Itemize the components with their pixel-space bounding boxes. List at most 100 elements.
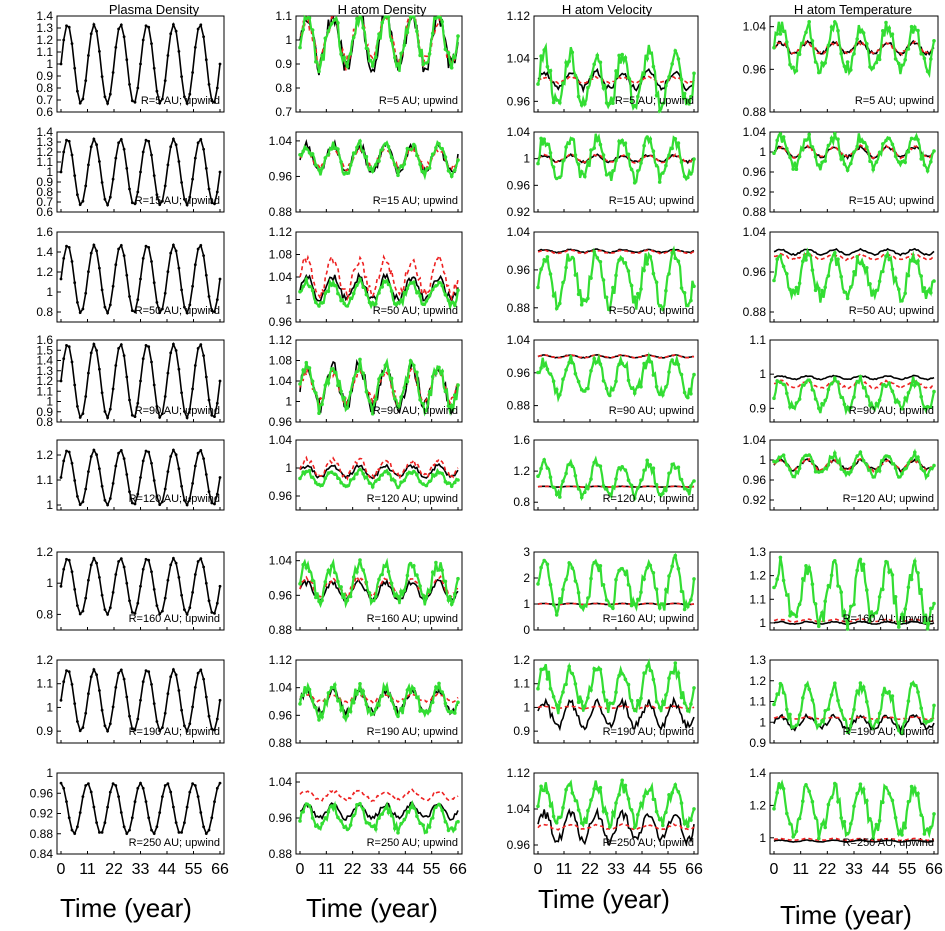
series-green-point xyxy=(421,482,426,486)
series-green-point xyxy=(370,301,375,305)
series-green-point xyxy=(592,460,596,465)
series-black-point xyxy=(193,686,197,689)
series-green-point xyxy=(817,70,821,75)
series-green-point xyxy=(820,160,824,165)
series-green-point xyxy=(573,273,578,277)
series-green-point xyxy=(298,582,302,586)
series-black-point xyxy=(158,101,162,105)
series-green-point xyxy=(307,151,312,155)
panel-r1-c3: 0.961.041.12R=5 AU; upwind xyxy=(507,9,699,114)
panel-label: R=5 AU; upwind xyxy=(379,95,458,107)
y-tick-label: 1 xyxy=(285,33,292,47)
series-green-point xyxy=(661,393,665,397)
series-green-point xyxy=(364,292,369,297)
series-green-point xyxy=(676,141,681,145)
series-black-point xyxy=(100,831,104,834)
series-green-point xyxy=(919,394,923,399)
series-black-point xyxy=(207,599,211,603)
series-black-point xyxy=(155,405,159,408)
series-black-point xyxy=(111,591,115,594)
y-tick-label: 0.96 xyxy=(507,94,531,108)
series-green-point xyxy=(919,813,923,817)
series-green-point xyxy=(781,264,786,269)
series-green-point xyxy=(807,789,811,794)
series-green-point xyxy=(424,709,429,713)
series-green-point xyxy=(427,589,432,594)
y-tick-label: 1.12 xyxy=(269,653,293,667)
series-green-point xyxy=(673,661,678,665)
series-green-point xyxy=(383,142,388,146)
series-green-point xyxy=(317,304,321,308)
series-black-point xyxy=(76,405,79,408)
series-green-point xyxy=(576,590,581,595)
series-green-point xyxy=(449,826,454,830)
series-green-point xyxy=(310,698,315,703)
series-green-point xyxy=(586,160,590,165)
series-black-point xyxy=(177,831,181,834)
series-green-point xyxy=(932,149,936,153)
y-tick-label: 0.96 xyxy=(507,178,531,192)
y-tick-label: 1.3 xyxy=(36,135,53,149)
series-green-point xyxy=(636,384,640,389)
series-green-point xyxy=(772,702,776,707)
series-green-point xyxy=(342,301,347,306)
series-green-point xyxy=(906,461,911,465)
series-black-point xyxy=(103,498,107,502)
series-black-point xyxy=(180,75,184,78)
series-green-point xyxy=(820,719,824,723)
series-green-point xyxy=(564,471,568,476)
series-green-point xyxy=(542,788,546,793)
series-black-point xyxy=(191,387,195,391)
series-green-point xyxy=(817,624,821,629)
series-green-point xyxy=(778,785,783,790)
series-green-point xyxy=(913,25,917,30)
series-green-point xyxy=(826,707,831,711)
series-green-point xyxy=(326,691,331,695)
x-tick-label: 44 xyxy=(633,861,651,878)
series-green-point xyxy=(405,286,410,291)
series-green-point xyxy=(861,685,866,689)
series-green-point xyxy=(440,808,445,813)
x-tick-label: 33 xyxy=(845,861,863,878)
series-black-point xyxy=(62,680,66,684)
series-green-point xyxy=(601,86,606,90)
series-black-point xyxy=(158,612,162,616)
series-green-point xyxy=(657,392,662,397)
series-green-point xyxy=(358,682,362,686)
series-red-line xyxy=(537,823,695,832)
series-black-point xyxy=(87,692,90,696)
series-green-point xyxy=(785,462,789,467)
series-green-point xyxy=(686,98,690,103)
series-green-point xyxy=(922,286,927,290)
series-green-point xyxy=(686,824,690,829)
series-green-point xyxy=(692,372,696,377)
series-green-point xyxy=(358,467,362,472)
y-tick-label: 1 xyxy=(759,616,766,630)
series-green-point xyxy=(310,475,315,480)
y-tick-label: 1.04 xyxy=(269,374,293,388)
series-green-point xyxy=(579,821,584,825)
series-green-point xyxy=(909,456,914,461)
series-green-point xyxy=(781,382,786,387)
x-tick-label: 66 xyxy=(685,861,703,878)
series-black-point xyxy=(92,556,96,560)
series-green-point xyxy=(396,831,400,835)
series-red-line xyxy=(773,40,935,57)
series-black-point xyxy=(155,495,159,498)
series-green-point xyxy=(670,251,674,255)
series-green-point xyxy=(871,66,875,70)
series-green-point xyxy=(794,68,799,73)
series-green-point xyxy=(916,455,920,460)
series-green-point xyxy=(358,801,362,806)
series-green-point xyxy=(781,453,786,458)
series-green-point xyxy=(868,619,872,623)
series-black-point xyxy=(180,593,184,597)
series-green-point xyxy=(548,582,553,587)
series-green-point xyxy=(301,693,306,698)
series-green-point xyxy=(788,822,792,826)
series-green-point xyxy=(929,606,933,611)
series-green-point xyxy=(623,141,628,146)
panel-label: R=90 AU; upwind xyxy=(135,405,220,417)
series-green-point xyxy=(670,670,674,675)
